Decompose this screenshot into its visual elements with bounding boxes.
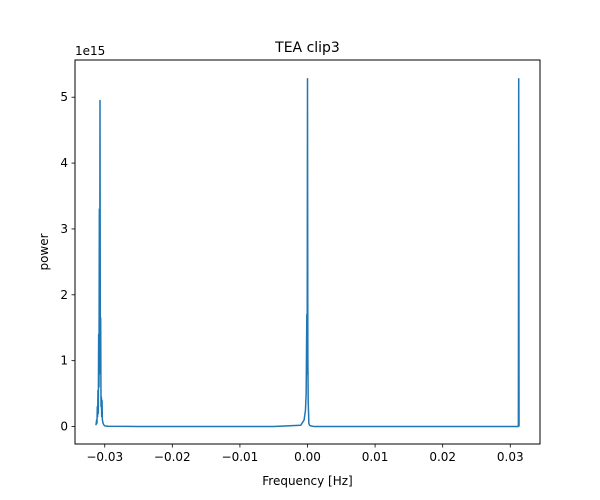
- y-tick-label: 0: [60, 420, 68, 434]
- x-tick-label: 0.03: [497, 450, 524, 464]
- y-tick-label: 4: [60, 156, 68, 170]
- x-tick-label: 0.01: [362, 450, 389, 464]
- x-axis: −0.03 −0.02 −0.01 0.00 0.01 0.02 0.03: [86, 444, 524, 464]
- y-axis: 0 1 2 3 4 5: [60, 90, 75, 434]
- series-layer: [95, 78, 520, 428]
- y-tick-label: 3: [60, 222, 68, 236]
- x-tick-label: 0.00: [294, 450, 321, 464]
- y-tick-label: 5: [60, 90, 68, 104]
- series-line-0: [95, 78, 520, 428]
- x-tick-label: −0.03: [86, 450, 123, 464]
- y-tick-label: 1: [60, 354, 68, 368]
- x-tick-label: −0.01: [222, 450, 259, 464]
- x-tick-label: −0.02: [154, 450, 191, 464]
- y-axis-label: power: [37, 233, 51, 270]
- x-tick-label: 0.02: [429, 450, 456, 464]
- chart-title: TEA clip3: [274, 40, 340, 56]
- x-axis-label: Frequency [Hz]: [262, 474, 353, 488]
- y-tick-label: 2: [60, 288, 68, 302]
- y-offset-label: 1e15: [75, 44, 105, 58]
